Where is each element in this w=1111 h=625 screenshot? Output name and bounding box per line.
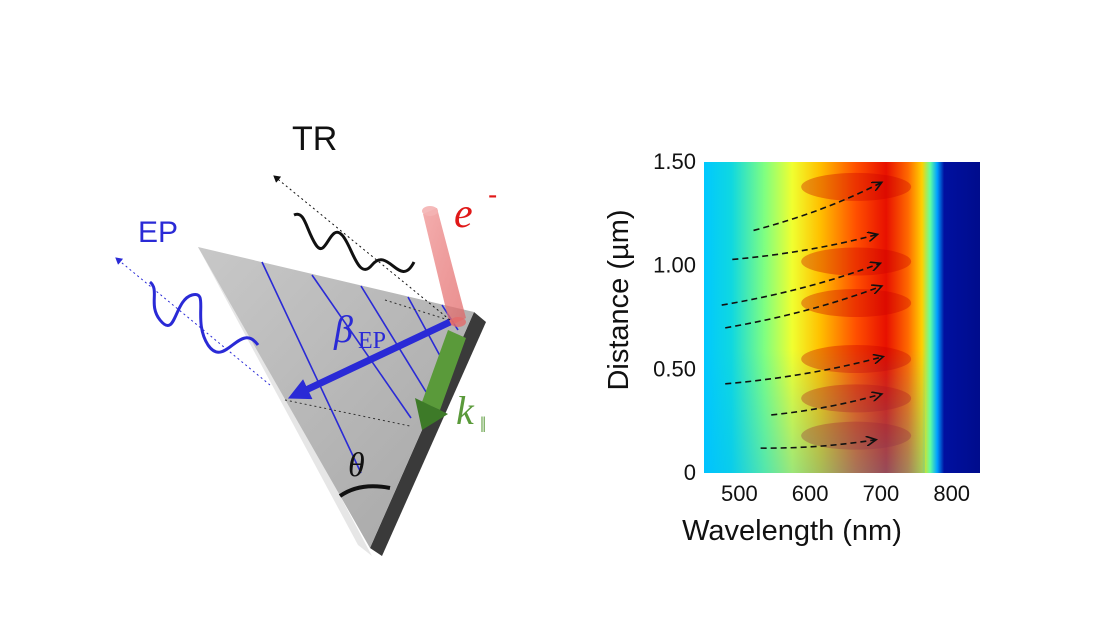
electron-superscript: - [488, 179, 497, 210]
bright-band [801, 288, 912, 317]
sample-triangle [198, 247, 486, 556]
trend-arrow [721, 264, 880, 306]
trend-arrow [771, 394, 881, 416]
trend-arrow [760, 440, 876, 449]
ep-label: EP [138, 216, 178, 249]
trend-arrow [725, 286, 881, 329]
theta-label: θ [348, 447, 365, 484]
k-parallel-arrow [415, 330, 466, 430]
y-tick-label: 1.00 [653, 253, 696, 278]
ep-schematic-diagram: TR EP e - β EP k ‖ θ [115, 120, 497, 556]
bright-band [801, 172, 912, 201]
trend-arrow [732, 235, 876, 261]
x-tick-label: 500 [721, 481, 758, 506]
surface-dotted-line [384, 299, 456, 323]
tr-wave [273, 175, 451, 321]
x-tick-label: 800 [933, 481, 970, 506]
x-tick-label: 600 [792, 481, 829, 506]
trend-arrows [721, 183, 883, 449]
ep-wave [115, 257, 271, 386]
electron-label: e - [454, 179, 497, 237]
cl-spectral-map-chart: 500 600 700 800 0 0.50 1.00 1.50 Wavelength (n… [603, 149, 980, 547]
k-parallel-label: k ‖ [456, 388, 486, 437]
x-tick-label: 700 [863, 481, 900, 506]
electron-symbol: e [454, 191, 473, 237]
sample-side-edge [370, 312, 486, 556]
y-axis-ticks: 0 0.50 1.00 1.50 [653, 149, 696, 485]
y-tick-label: 0.50 [653, 356, 696, 381]
heatmap-fade-overlay [704, 348, 925, 473]
x-axis-label: Wavelength (nm) [682, 515, 902, 547]
theta-angle-arc [338, 484, 391, 498]
trend-arrow [753, 183, 881, 232]
y-tick-label: 0 [684, 460, 696, 485]
beta-ep-label: β EP [333, 309, 386, 354]
beta-subscript: EP [358, 328, 386, 354]
beta-symbol: β [333, 309, 353, 351]
bright-band [801, 247, 912, 276]
beta-ep-arrow [287, 318, 452, 400]
electron-beam [422, 206, 466, 327]
projection-dotted-line [284, 399, 411, 427]
tr-label: TR [292, 120, 337, 158]
x-axis-ticks: 500 600 700 800 [721, 481, 970, 506]
sample-top-surface [198, 247, 474, 548]
k-subscript: ‖ [480, 412, 486, 437]
y-tick-label: 1.50 [653, 149, 696, 174]
k-symbol: k [456, 388, 475, 433]
trend-arrow [725, 357, 882, 385]
y-axis-label: Distance (µm) [603, 209, 635, 390]
sample-front-edge [198, 247, 372, 556]
